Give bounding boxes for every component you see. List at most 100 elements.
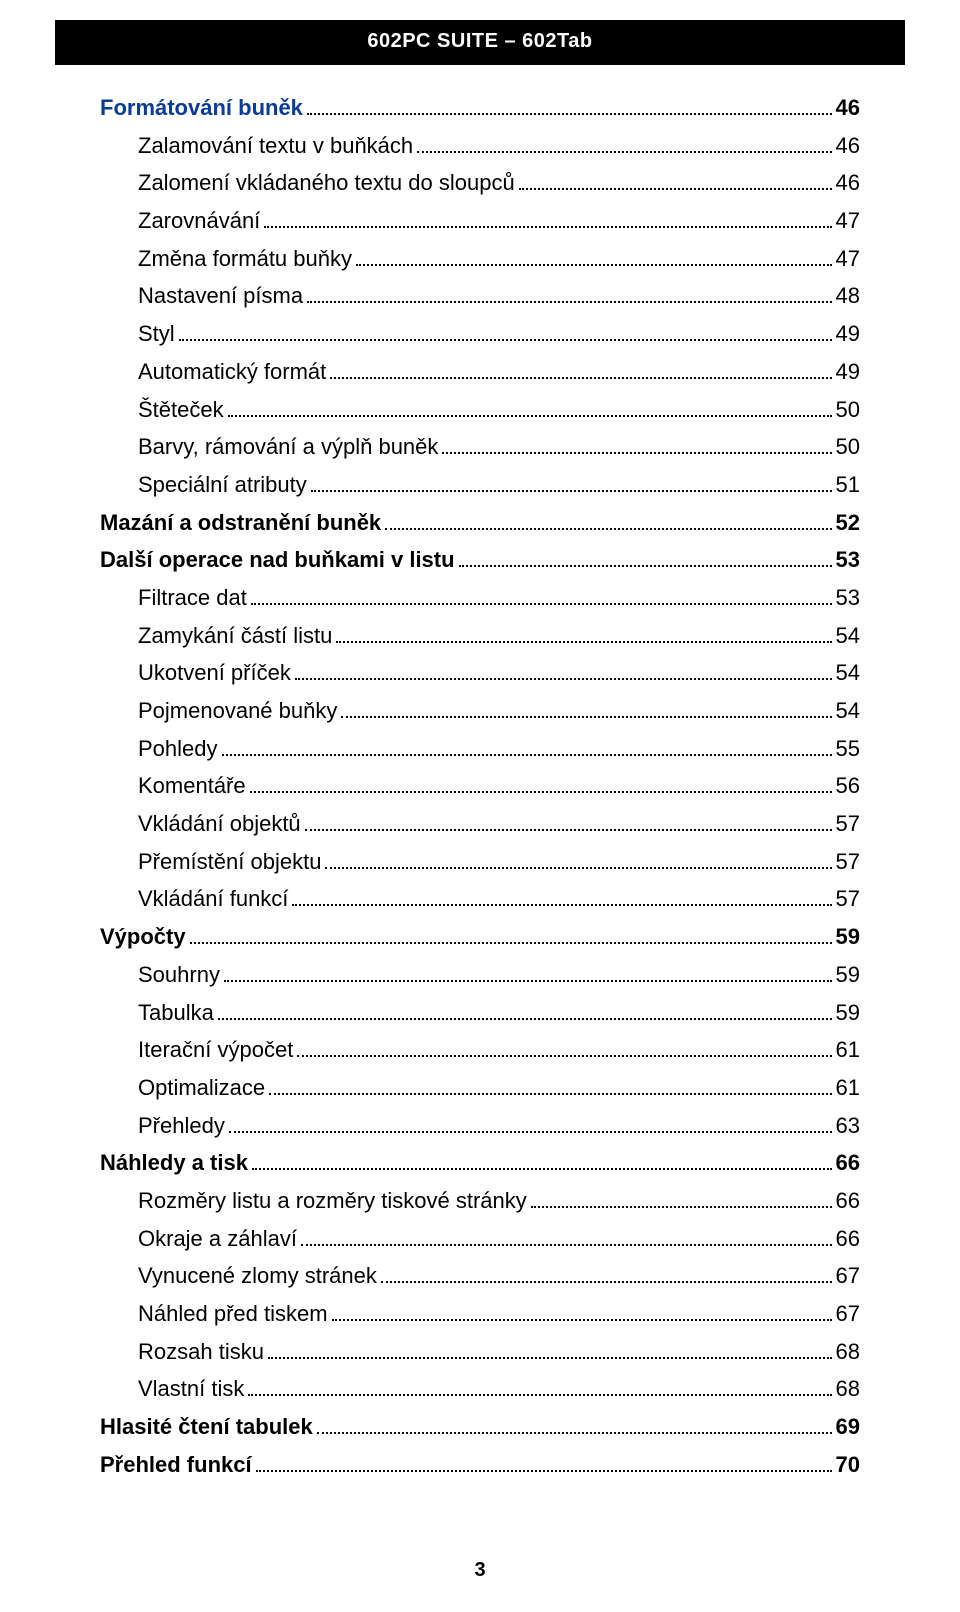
toc-entry[interactable]: Barvy, rámování a výplň buněk 50 [138,432,860,462]
toc-entry-label: Optimalizace [138,1073,265,1103]
toc-leader-dots [385,528,831,530]
toc-entry-label: Souhrny [138,960,220,990]
document-page: 602PC SUITE – 602Tab Formátování buněk46… [0,20,960,1612]
toc-entry[interactable]: Zarovnávání47 [138,206,860,236]
toc-leader-dots [301,1244,832,1246]
toc-entry-page: 61 [836,1035,860,1065]
toc-leader-dots [224,980,832,982]
toc-entry[interactable]: Iterační výpočet 61 [138,1035,860,1065]
toc-entry-page: 66 [836,1224,860,1254]
toc-leader-dots [442,452,831,454]
toc-entry[interactable]: Náhledy a tisk 66 [100,1148,860,1178]
toc-entry[interactable]: Štěteček50 [138,395,860,425]
toc-entry[interactable]: Automatický formát49 [138,357,860,387]
toc-leader-dots [218,1018,832,1020]
toc-entry[interactable]: Zamykání částí listu54 [138,621,860,651]
toc-entry[interactable]: Změna formátu buňky 47 [138,244,860,274]
toc-leader-dots [332,1319,832,1321]
toc-entry-label: Iterační výpočet [138,1035,293,1065]
toc-leader-dots [307,301,831,303]
toc-leader-dots [531,1206,832,1208]
toc-entry-label: Pohledy [138,734,218,764]
toc-entry[interactable]: Vlastní tisk68 [138,1374,860,1404]
toc-entry[interactable]: Vkládání objektů57 [138,809,860,839]
toc-entry-label: Náhledy a tisk [100,1148,248,1178]
toc-entry[interactable]: Mazání a odstranění buněk 52 [100,508,860,538]
toc-leader-dots [228,415,832,417]
toc-entry-label: Výpočty [100,922,186,952]
toc-entry[interactable]: Přehled funkcí70 [100,1450,860,1480]
toc-leader-dots [519,188,832,190]
toc-entry[interactable]: Rozsah tisku68 [138,1337,860,1367]
toc-entry[interactable]: Výpočty 59 [100,922,860,952]
toc-entry-label: Formátování buněk [100,93,303,123]
toc-entry[interactable]: Komentáře56 [138,771,860,801]
toc-entry-label: Automatický formát [138,357,326,387]
toc-entry[interactable]: Vkládání funkcí57 [138,884,860,914]
toc-entry[interactable]: Pohledy55 [138,734,860,764]
toc-entry-label: Barvy, rámování a výplň buněk [138,432,438,462]
toc-entry-label: Změna formátu buňky [138,244,352,274]
toc-entry[interactable]: Zalomení vkládaného textu do sloupců46 [138,168,860,198]
toc-entry-page: 52 [836,508,860,538]
toc-leader-dots [317,1432,832,1434]
toc-leader-dots [269,1093,831,1095]
toc-entry[interactable]: Tabulka59 [138,998,860,1028]
toc-leader-dots [311,490,832,492]
toc-entry-page: 50 [836,432,860,462]
toc-leader-dots [295,678,832,680]
toc-entry-page: 46 [836,168,860,198]
toc-entry[interactable]: Optimalizace 61 [138,1073,860,1103]
toc-leader-dots [325,867,831,869]
table-of-contents: Formátování buněk46Zalamování textu v bu… [100,93,860,1479]
toc-entry-page: 57 [836,884,860,914]
page-number: 3 [0,1559,960,1612]
toc-entry[interactable]: Nastavení písma48 [138,281,860,311]
toc-entry[interactable]: Pojmenované buňky54 [138,696,860,726]
toc-entry[interactable]: Speciální atributy51 [138,470,860,500]
toc-entry-page: 47 [836,206,860,236]
toc-entry[interactable]: Styl49 [138,319,860,349]
toc-entry[interactable]: Přehledy63 [138,1111,860,1141]
toc-entry[interactable]: Okraje a záhlaví 66 [138,1224,860,1254]
toc-entry-page: 48 [836,281,860,311]
toc-entry[interactable]: Přemístění objektu57 [138,847,860,877]
toc-entry[interactable]: Souhrny59 [138,960,860,990]
toc-entry-label: Okraje a záhlaví [138,1224,297,1254]
toc-entry[interactable]: Rozměry listu a rozměry tiskové stránky6… [138,1186,860,1216]
toc-leader-dots [250,791,832,793]
toc-entry-page: 68 [836,1337,860,1367]
toc-leader-dots [356,264,832,266]
toc-entry-page: 47 [836,244,860,274]
toc-entry[interactable]: Hlasité čtení tabulek69 [100,1412,860,1442]
toc-entry-page: 54 [836,621,860,651]
toc-entry-page: 50 [836,395,860,425]
toc-entry[interactable]: Další operace nad buňkami v listu53 [100,545,860,575]
toc-entry-page: 66 [836,1148,860,1178]
toc-leader-dots [341,716,831,718]
toc-leader-dots [251,603,832,605]
toc-entry-page: 59 [836,922,860,952]
toc-leader-dots [248,1394,831,1396]
toc-leader-dots [305,829,832,831]
toc-entry-page: 46 [836,131,860,161]
toc-entry[interactable]: Filtrace dat53 [138,583,860,613]
toc-entry-label: Rozměry listu a rozměry tiskové stránky [138,1186,527,1216]
toc-entry-page: 70 [836,1450,860,1480]
toc-entry-label: Vynucené zlomy stránek [138,1261,377,1291]
toc-entry[interactable]: Náhled před tiskem67 [138,1299,860,1329]
toc-entry-label: Další operace nad buňkami v listu [100,545,455,575]
toc-entry-label: Styl [138,319,175,349]
toc-leader-dots [459,565,832,567]
toc-entry[interactable]: Vynucené zlomy stránek67 [138,1261,860,1291]
toc-entry[interactable]: Formátování buněk46 [100,93,860,123]
toc-leader-dots [336,641,831,643]
toc-leader-dots [264,226,831,228]
toc-entry[interactable]: Ukotvení příček54 [138,658,860,688]
toc-entry-label: Vkládání objektů [138,809,301,839]
toc-entry-page: 61 [836,1073,860,1103]
toc-entry-label: Mazání a odstranění buněk [100,508,381,538]
toc-leader-dots [268,1357,832,1359]
toc-entry[interactable]: Zalamování textu v buňkách46 [138,131,860,161]
toc-entry-label: Přehledy [138,1111,225,1141]
